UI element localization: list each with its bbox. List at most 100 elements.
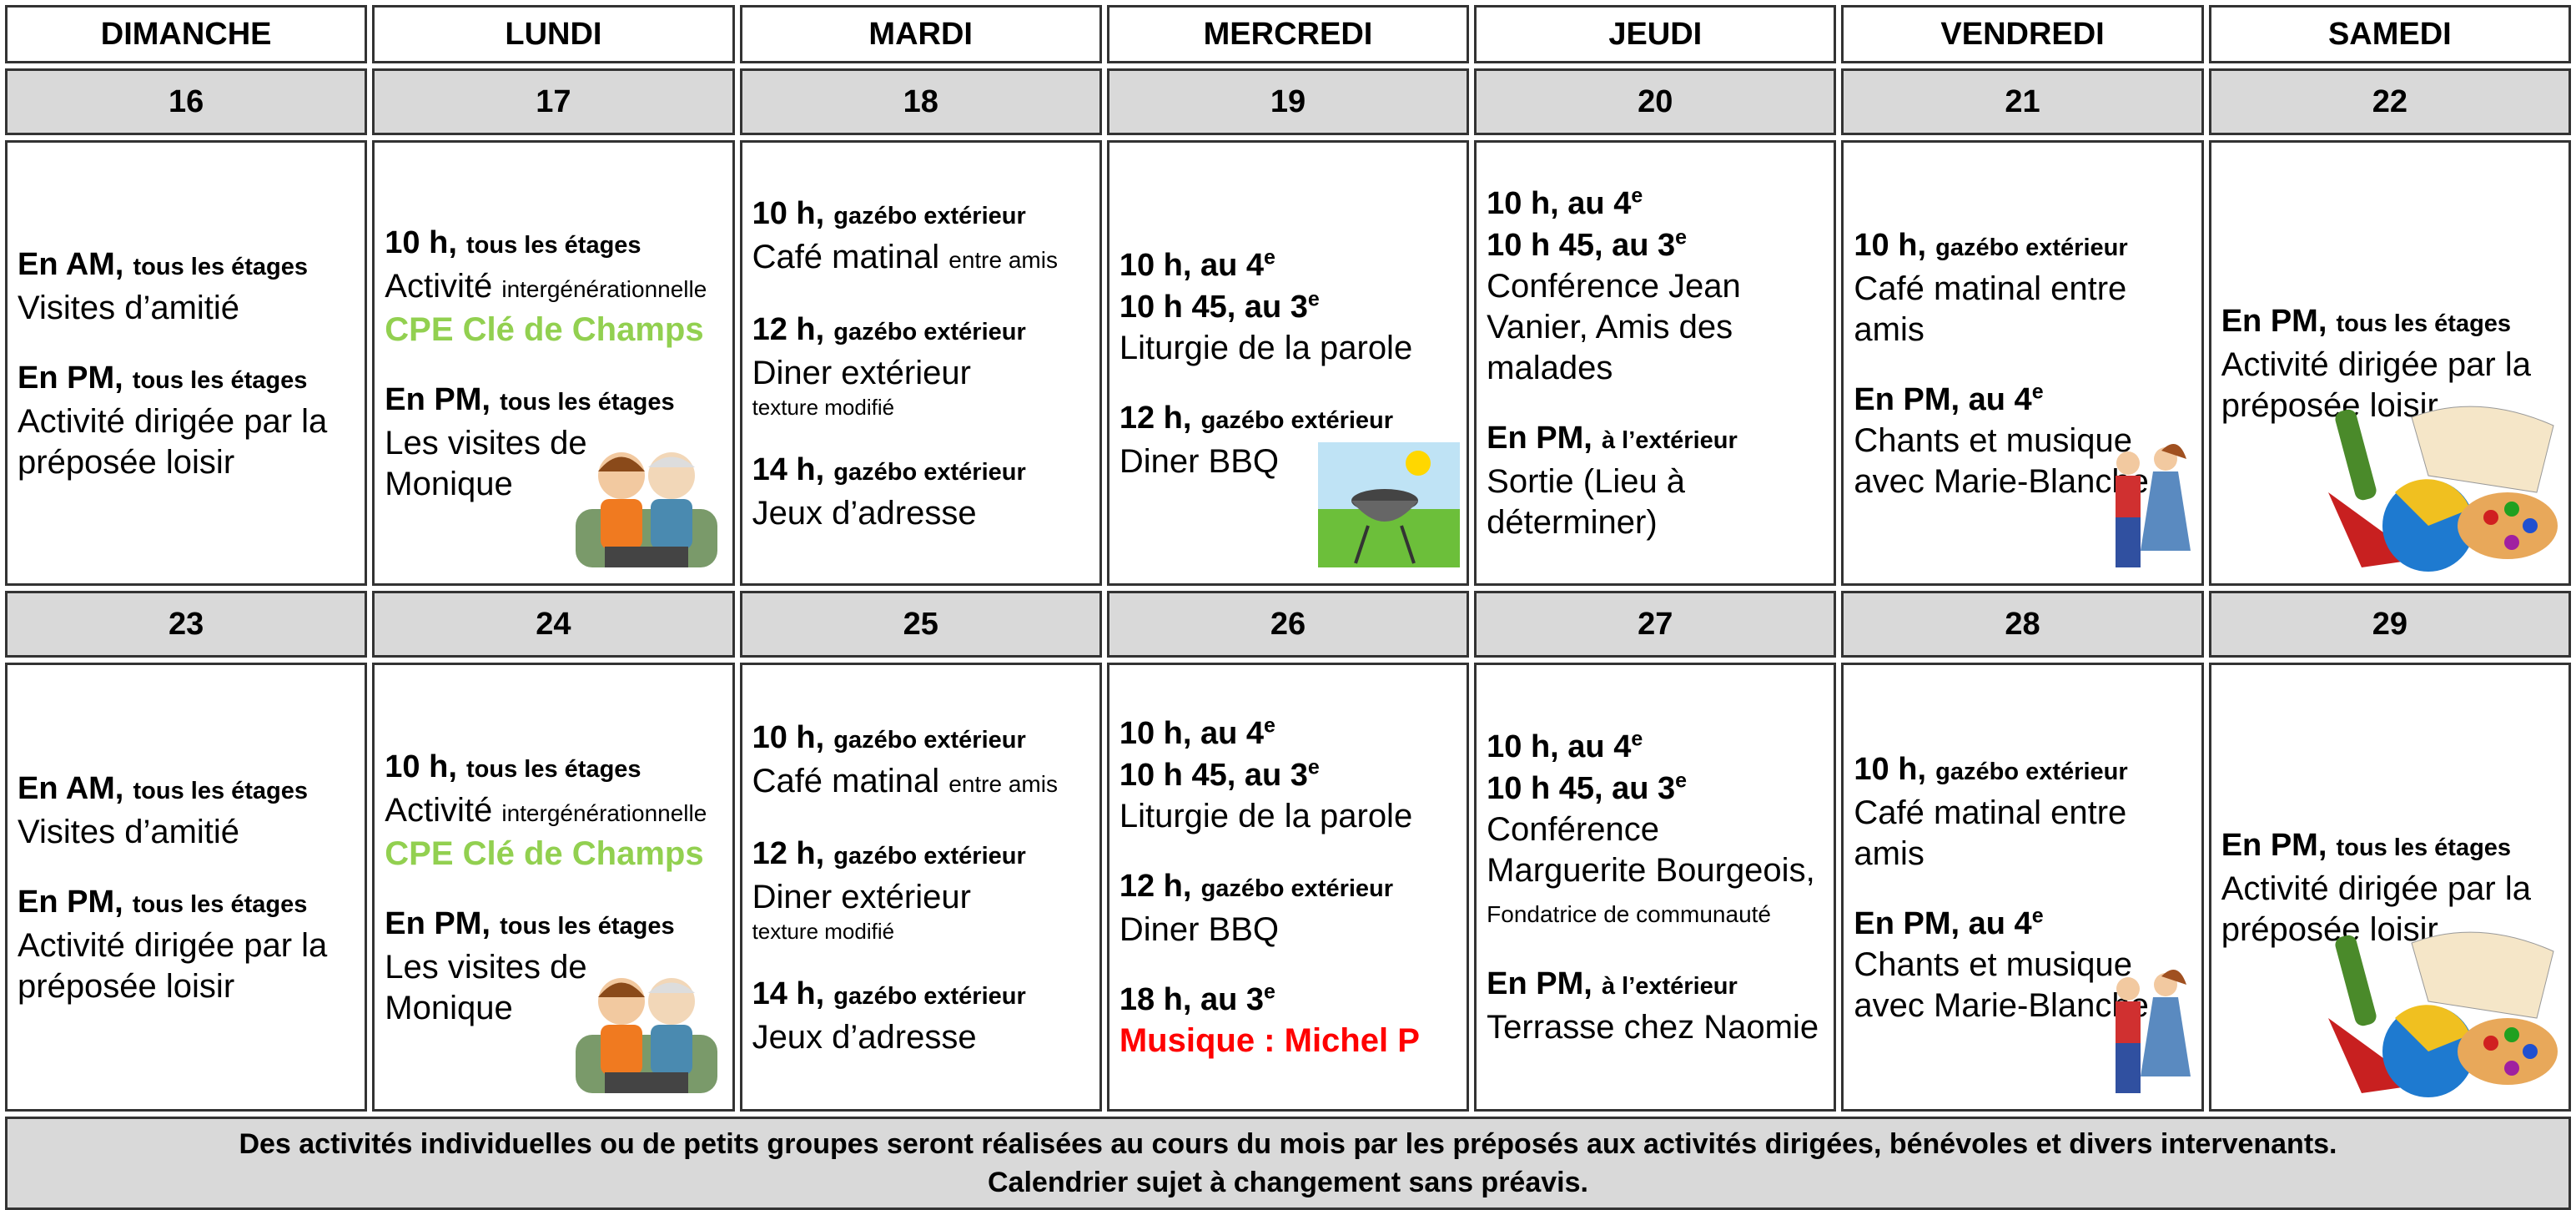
place: gazébo extérieur	[833, 726, 1026, 754]
time-line: 14 h, gazébo extérieur	[752, 449, 1089, 493]
time-line: 10 h, gazébo extérieur	[1854, 224, 2191, 269]
footer-note: Des activités individuelles ou de petits…	[5, 1117, 2571, 1210]
activity-block: En PM, au 4e Chants et musique avec Marie…	[1854, 903, 2191, 1026]
time: En PM,	[2221, 303, 2327, 339]
activity: Diner extérieur	[752, 878, 971, 915]
place: tous les étages	[466, 231, 641, 259]
place: tous les étages	[132, 890, 308, 918]
time: 10 h, au 4	[1487, 186, 1632, 221]
time-line: En PM, à l’extérieur	[1487, 963, 1824, 1007]
date-header: 18	[739, 68, 1102, 135]
activity: Les visites de Monique	[385, 424, 587, 502]
time-line: 10 h, tous les étages	[385, 222, 722, 266]
activity-note: texture modifié	[752, 918, 895, 944]
place: gazébo extérieur	[1200, 875, 1394, 902]
clipart	[2312, 392, 2562, 580]
activity-block: 12 h, gazébo extérieur Diner BBQ	[1119, 865, 1457, 950]
activity-line: Les visites de Monique	[385, 947, 722, 1029]
calendar: DIMANCHE LUNDI MARDI MERCREDI JEUDI VENDREDI S…	[5, 5, 2571, 1210]
activity-line: Café matinal entre amis	[1854, 269, 2191, 350]
activity: Chants et musique avec Marie-Blanche	[1854, 421, 2149, 500]
superscript: e	[1264, 245, 1275, 269]
place: à l’extérieur	[1601, 973, 1738, 1000]
activity: Sortie (Lieu à déterminer)	[1487, 463, 1686, 541]
activity-line: Liturgie de la parole	[1119, 328, 1457, 369]
day-cell: 10 h, au 4e 10 h 45, au 3e Liturgie de la …	[1106, 663, 1470, 1112]
day-cell: 10 h, gazébo extérieur Café matinal entre…	[1841, 140, 2204, 586]
activity-line: Diner BBQ	[1119, 441, 1457, 482]
day-header: LUNDI	[372, 5, 735, 63]
activity: Café matinal entre amis	[1854, 270, 2127, 348]
time-sup: e	[2031, 903, 2044, 941]
activity-block: 10 h, gazébo extérieur Café matinal entre…	[752, 193, 1089, 280]
day-cell: En PM, tous les étages Activité dirigée p…	[2208, 663, 2571, 1112]
activity-block: 10 h, gazébo extérieur Café matinal entre…	[1854, 749, 2191, 875]
day-header: JEUDI	[1474, 5, 1837, 63]
superscript: e	[1631, 727, 1643, 751]
date-header: 27	[1474, 591, 1837, 658]
activity: Les visites de Monique	[385, 948, 587, 1026]
activity-line: Jeux d’adresse	[752, 1017, 1089, 1058]
place: tous les étages	[133, 253, 309, 280]
activity-block: 10 h, au 4e 10 h 45, au 3e Liturgie de la …	[1119, 245, 1457, 369]
date-header: 22	[2208, 68, 2571, 135]
activity-block: 10 h, au 4e 10 h 45, au 3e Conférence Jean…	[1487, 183, 1824, 389]
activity-line: Café matinal entre amis	[1854, 793, 2191, 875]
time-line: 10 h, gazébo extérieur	[752, 717, 1089, 761]
activity: Liturgie de la parole	[1119, 798, 1413, 834]
time: 10 h 45, au 3	[1487, 228, 1676, 263]
time-line: En PM, tous les étages	[385, 379, 722, 423]
time: 10 h,	[752, 719, 825, 755]
activity-line: Activité intergénérationnelle	[385, 790, 722, 834]
place: gazébo extérieur	[833, 202, 1026, 229]
place: gazébo extérieur	[1935, 234, 2128, 261]
place: tous les étages	[2336, 310, 2512, 337]
date-header: 16	[5, 68, 368, 135]
activity-block: En AM, tous les étages Visites d’amitié	[18, 244, 355, 329]
activity: Conférence Jean Vanier, Amis des malades	[1487, 268, 1741, 386]
activity-block: 10 h, au 4e 10 h 45, au 3e Conférence Marg…	[1487, 726, 1824, 935]
activity: Activité dirigée par la préposée loisir	[18, 402, 328, 481]
superscript: e	[2031, 903, 2044, 927]
activity: Terrasse chez Naomie	[1487, 1009, 1819, 1046]
time: 10 h,	[752, 195, 825, 231]
time-line: 12 h, gazébo extérieur	[752, 309, 1089, 353]
day-cell: 10 h, tous les étages Activité intergénér…	[372, 663, 735, 1112]
date-header: 29	[2208, 591, 2571, 658]
activity-line: Activité dirigée par la préposée loisir	[18, 925, 355, 1007]
time-line: En AM, tous les étages	[18, 768, 355, 812]
time-sup: e	[1308, 757, 1320, 793]
date-header: 21	[1841, 68, 2204, 135]
place: tous les étages	[466, 755, 641, 783]
day-cell: En PM, tous les étages Activité dirigée p…	[2208, 140, 2571, 586]
activity: Activité	[385, 267, 493, 305]
time: En PM,	[1487, 421, 1592, 456]
time-line: 10 h, au 4e	[1119, 713, 1457, 754]
activity-line: Visites d’amitié	[18, 288, 355, 329]
time-line: 10 h, gazébo extérieur	[1854, 749, 2191, 793]
activity-line: Café matinal entre amis	[752, 761, 1089, 804]
time: 10 h,	[1854, 751, 1927, 787]
activity-block: En AM, tous les étages Visites d’amitié	[18, 768, 355, 853]
place: gazébo extérieur	[833, 842, 1026, 870]
time: 12 h,	[1119, 400, 1192, 436]
time-line: En PM, au 4e	[1854, 379, 2191, 421]
time-line: 10 h, au 4e	[1487, 183, 1824, 224]
time-sup: e	[1264, 245, 1275, 283]
time-sup: e	[1675, 770, 1687, 806]
day-header: VENDREDI	[1841, 5, 2204, 63]
place: gazébo extérieur	[833, 458, 1026, 486]
date-header: 17	[372, 68, 735, 135]
day-cell: En AM, tous les étages Visites d’amitié En…	[5, 140, 368, 586]
time: En PM,	[2221, 827, 2327, 863]
activity-line: Activité dirigée par la préposée loisir	[18, 401, 355, 483]
activity-line: Conférence Jean Vanier, Amis des malades	[1487, 266, 1824, 389]
place: tous les étages	[500, 388, 675, 416]
activity-line: Café matinal entre amis	[752, 237, 1089, 280]
time-line: En PM, tous les étages	[18, 881, 355, 925]
activity-block: 14 h, gazébo extérieur Jeux d’adresse	[752, 449, 1089, 534]
time-line: En PM, à l’extérieur	[1487, 417, 1824, 461]
place: gazébo extérieur	[833, 982, 1026, 1010]
activity-line: Diner extérieur	[752, 353, 1089, 394]
activity-block: En PM, tous les étages Activité dirigée p…	[18, 357, 355, 483]
